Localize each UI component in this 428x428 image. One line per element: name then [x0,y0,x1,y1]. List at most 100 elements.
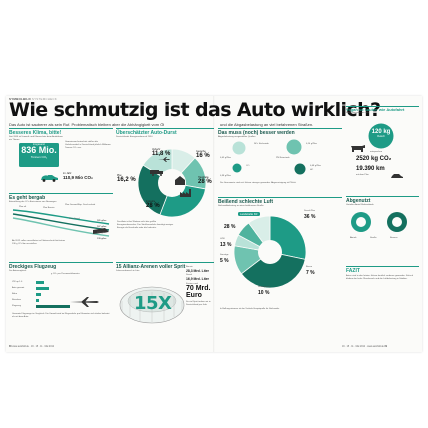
cow-icon [350,143,366,153]
abgas-item [232,163,242,173]
seg-value: 16,2 % [117,177,136,183]
luft-value-5: 10 % [258,290,270,296]
kosten-label: Kosten rund [186,282,198,285]
bergab-value-3: 139 g/km [97,238,107,240]
vegan-title: Vegan so sauber wie Autofahrt [346,107,405,112]
footer-left-page: 88 [9,346,12,348]
benzin-label: Benzin [186,266,193,268]
bergab-label-1: Pkw Benzin [43,207,55,209]
autodurst-text: Das Auto ist bei Weitem nicht der größte… [117,221,174,229]
klima-value-unit: Tonnen CO₂ [30,155,48,159]
car-icon [39,173,59,182]
flugzeug-row: Reisebus [12,297,112,303]
abgas-item-value: 0,08 g/Pkw [310,165,321,167]
meat-value-number: 120 kg [371,129,391,135]
section-vegan: Vegan so sauber wie Autofahrt Fleischkon… [346,106,419,192]
klima-car-block: im Jahr 110,9 Mio CO₂ [63,172,93,180]
fazit-title: FAZIT [346,268,360,274]
abgenutzt-item: Abrieb [350,237,357,239]
klima-value-label: insgesamt [33,143,45,146]
seg-name: Industrie [146,200,156,203]
flugzeug-row-label: Flugzeug [12,304,21,307]
tire-icon [350,211,372,233]
diesel-label: Diesel [186,273,193,276]
seg-name: Verkehr [152,148,161,151]
subline-right: und die Abgasbelastung an viel befahrene… [220,122,314,127]
flugzeug-row: Auto gesamt [12,285,112,291]
klima-car-unit: im Jahr [63,172,72,175]
vegan-label3: mit dem Pkw [356,174,369,176]
abgas-item-value: 0,14 g/Pkw [306,143,317,145]
section-klima: Besseres Klima, bitte! Seit 2006 ist Umw… [9,128,113,190]
seg-name: Gewerbe [196,150,206,153]
abgas-item [294,163,306,175]
vegan-value3: 19.390 km [356,166,385,172]
luft-label-1: Diesel-Pkw [304,210,315,212]
allianz-note: So viel Sprit tanken wir in Deutschland … [186,301,211,307]
seg-label-pkw: Pkw 16,2 % [117,173,136,183]
diesel-value: 16,9 Mrd. Liter [186,276,209,281]
flugzeug-bar [36,292,41,296]
klima-title: Besseres Klima, bitte! [9,130,62,136]
flugzeug-row-label: Auto gesamt [12,286,25,289]
seg-value: 28 % [198,179,212,185]
house-icon [174,175,186,185]
abgas-item-label: HC [310,169,314,171]
abgas-item-value: 0,03 g/Pkw [220,157,231,159]
abgas-item [232,141,246,155]
line-benzin [12,209,110,225]
luft-tag: Landstraße Kfz [238,212,260,216]
headline: Wie schmutzig ist das Auto wirklich? [9,99,381,121]
luft-label-2: LKW [220,238,225,240]
bergab-value-1: 167 g/km [97,226,107,228]
abgase-subtitle: Abgasbelastung ausgewählter Quellen [218,136,256,138]
factory-icon [180,189,192,197]
klima-car-label: Pkws [42,174,49,177]
tire-icon-2 [386,211,408,233]
flugzeug-title: Dreckiges Flugzeug [9,264,57,270]
allianz-big-label: 15X [134,293,172,314]
flugzeug-bar [36,280,44,284]
flugzeug-bars: VW up 1.0 Auto gesamt Bahn Reisebus Flug… [12,279,112,309]
pie-slice [240,251,306,289]
flugzeug-row-label: VW up 1.0 [12,280,23,283]
footer-right-text: 19 · 15 · 11 · Mai 2012 · www.autobild.d… [342,346,384,348]
kosten-unit: Euro [186,292,202,300]
luft-subtitle: Stickoxidbelastung an einer befahrenen S… [218,205,264,207]
bergab-subtitle: Entwicklung der CO₂-Emissionen von Neuwa… [9,201,57,203]
flugzeug-row: Bahn [12,291,112,297]
flugzeug-bar [36,304,70,308]
abgenutzt-item: Straße [370,237,377,239]
autodurst-subtitle: Deutschlands Energieverbrauch 2010 [116,136,153,138]
seg-label-verkehr: Verkehr 11,8 % [152,147,170,157]
bergab-value-2: 151 g/km [97,232,107,234]
abgenutzt-subtitle: Verteilter Anteil Reifenabrieb [346,204,374,206]
fazit-text: Autos sind in den letzten Jahren deutlic… [346,275,414,280]
car-silhouette-icon [93,228,109,234]
allianz-title: 15 Allianz-Arenen voller Sprit [116,264,186,270]
section-abgenutzt: Abgenutzt Verteilter Anteil Reifenabrieb… [346,196,419,262]
flugzeug-row-label: Bahn [12,292,18,295]
flugzeug-note: Gesamte Flugzeuge im Vergleich: Die Umwe… [12,313,110,318]
bergab-chart [12,209,110,237]
vegan-label2: entsprechen [370,151,383,153]
flugzeug-bar [36,286,49,290]
seg-value: 11,8 % [152,151,171,157]
line-diesel [12,217,110,237]
abgenutzt-title: Abgenutzt [346,198,371,204]
kicker-sub: SYSTEMCHECK [31,97,57,101]
section-fazit: FAZIT Autos sind in den letzten Jahren d… [346,266,419,342]
bergab-label-0: Pkw alt [19,206,27,208]
flugzeug-row: VW up 1.0 [12,279,112,285]
seg-label-gewerbe: Gewerbe 16 % [196,149,210,159]
meat-value: 120 kg Fleisch [368,129,394,138]
energy-donut-chart [137,148,207,218]
bergab-value-0: 181 g/km [97,220,107,222]
section-autodurst: Überschätzter Auto-Durst Deutschlands En… [116,128,214,258]
footer-right-page: 89 [384,346,388,348]
luft-label-5: Hintergrund [258,286,270,288]
abgase-text: Die Grenzwerte sind seit Jahren strenger… [220,182,297,184]
abgas-item-value: 0,38 g/Pkw [220,175,231,177]
flugzeug-legend: g CO₂ pro Personenkilometer [51,273,80,275]
donut-slice [137,164,173,216]
